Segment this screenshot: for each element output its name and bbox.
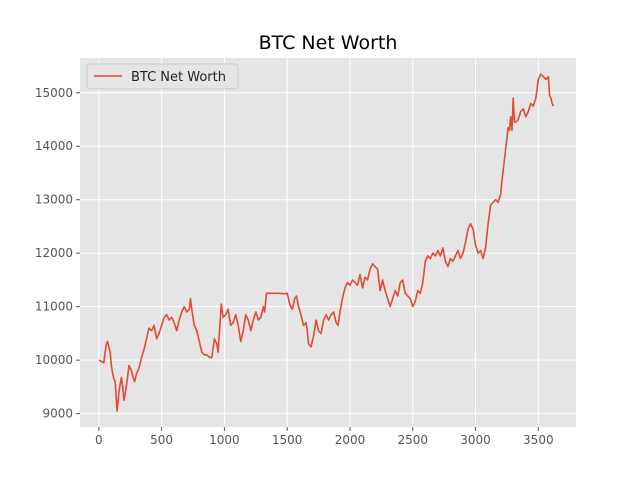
- y-tick-label: 9000: [42, 407, 73, 421]
- y-tick-label: 15000: [35, 86, 73, 100]
- x-tick-label: 1500: [272, 433, 303, 447]
- legend-label-btc-net-worth: BTC Net Worth: [131, 70, 226, 85]
- x-tick-label: 0: [95, 433, 103, 447]
- plot-area: [80, 58, 576, 427]
- y-tick-label: 11000: [35, 300, 73, 314]
- y-tick-label: 13000: [35, 193, 73, 207]
- x-tick-label: 3500: [523, 433, 554, 447]
- x-tick-label: 2000: [335, 433, 366, 447]
- x-tick-label: 1000: [209, 433, 240, 447]
- y-tick-label: 14000: [35, 139, 73, 153]
- series-layer: [98, 73, 555, 412]
- legend: BTC Net Worth: [86, 63, 239, 90]
- chart-title: BTC Net Worth: [259, 32, 398, 54]
- y-tick-label: 12000: [35, 246, 73, 260]
- x-tick-label: 2500: [397, 433, 428, 447]
- y-tick-label: 10000: [35, 353, 73, 367]
- x-tick-label: 500: [150, 433, 173, 447]
- ticks-layer: 0 500 1000 1500 2000 2500 3000 3500 9000 10000 110…: [35, 86, 554, 447]
- grid-layer: [80, 58, 576, 427]
- series-line-btc-net-worth: [98, 73, 555, 412]
- x-tick-label: 3000: [460, 433, 491, 447]
- legend-box: [86, 63, 239, 90]
